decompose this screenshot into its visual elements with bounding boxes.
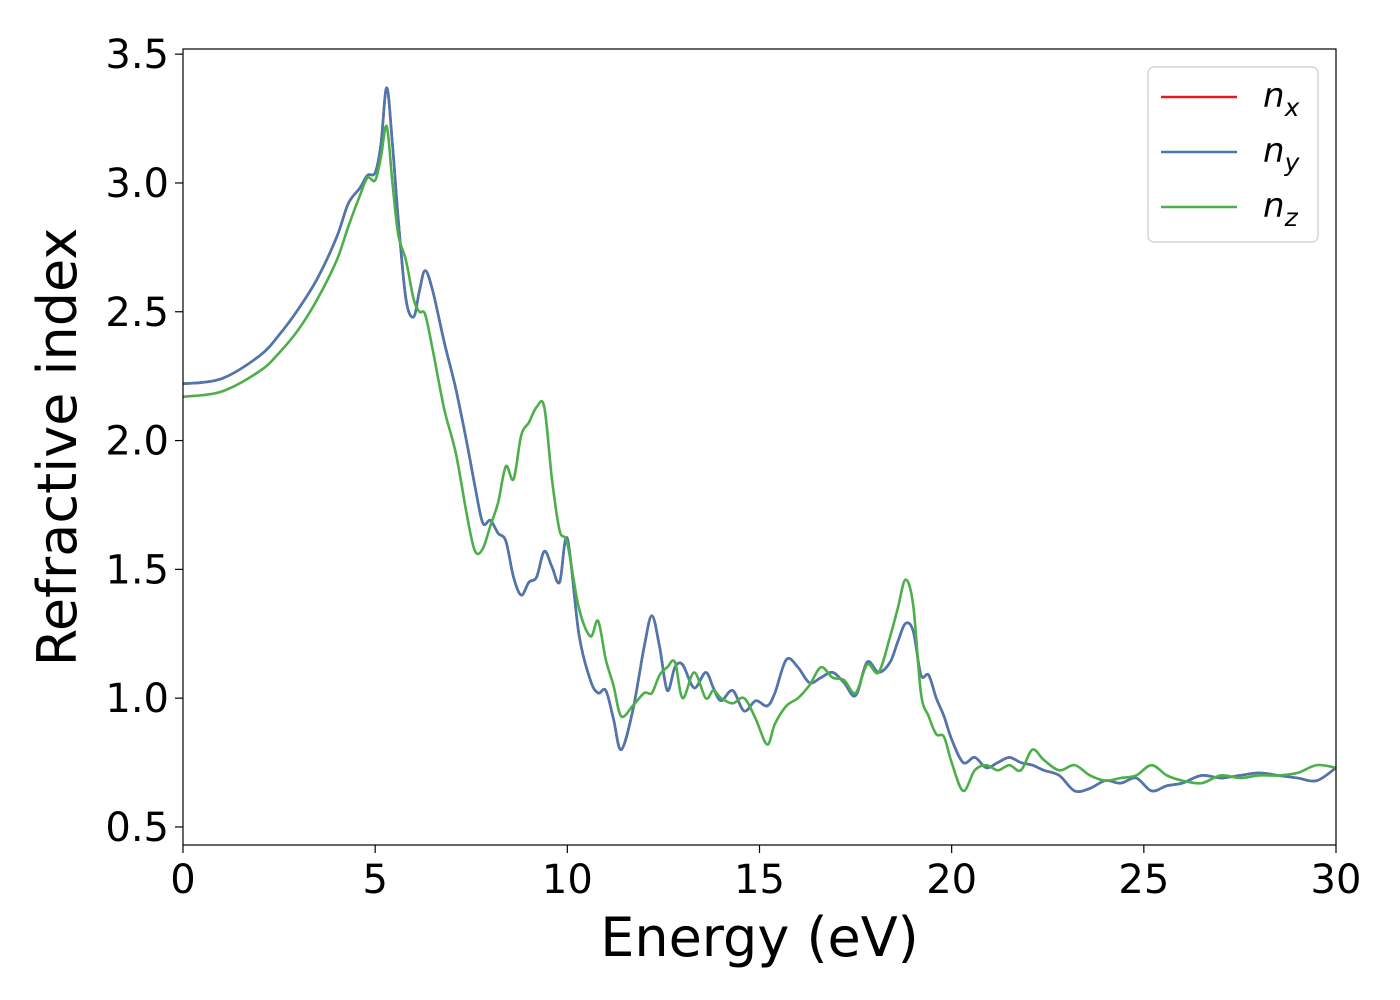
legend-box <box>1147 66 1319 243</box>
y-tick-label: 1.5 <box>105 547 169 593</box>
x-tick-label: 0 <box>170 857 195 903</box>
legend-label-x: nx <box>1263 76 1300 122</box>
legend-label-y: ny <box>1263 131 1301 177</box>
series-layer <box>182 86 1337 793</box>
y-tick-label: 0.5 <box>105 805 169 851</box>
y-tick-label: 3.5 <box>105 32 169 78</box>
y-tick-label: 3.0 <box>105 161 169 207</box>
series-line-z <box>182 124 1337 793</box>
x-tick-label: 5 <box>362 857 387 903</box>
x-axis-title: Energy (eV) <box>600 906 919 969</box>
y-tick-label: 2.0 <box>105 419 169 465</box>
series-line-y <box>182 86 1337 793</box>
x-tick-label: 15 <box>734 857 785 903</box>
x-tick-label: 25 <box>1118 857 1169 903</box>
x-tick-label: 10 <box>542 857 593 903</box>
x-tick-label: 20 <box>926 857 977 903</box>
x-tick-label: 30 <box>1311 857 1362 903</box>
y-axis: 0.5 1.0 1.5 2.0 2.5 3.0 3.5 <box>105 32 183 851</box>
y-tick-label: 2.5 <box>105 290 169 336</box>
x-axis: 0 5 10 15 20 25 30 <box>170 845 1361 903</box>
y-axis-title: Refractive index <box>26 228 89 667</box>
legend-label-z: nz <box>1263 186 1299 232</box>
legend: nx ny nz <box>1147 66 1319 243</box>
y-tick-label: 1.0 <box>105 676 169 722</box>
